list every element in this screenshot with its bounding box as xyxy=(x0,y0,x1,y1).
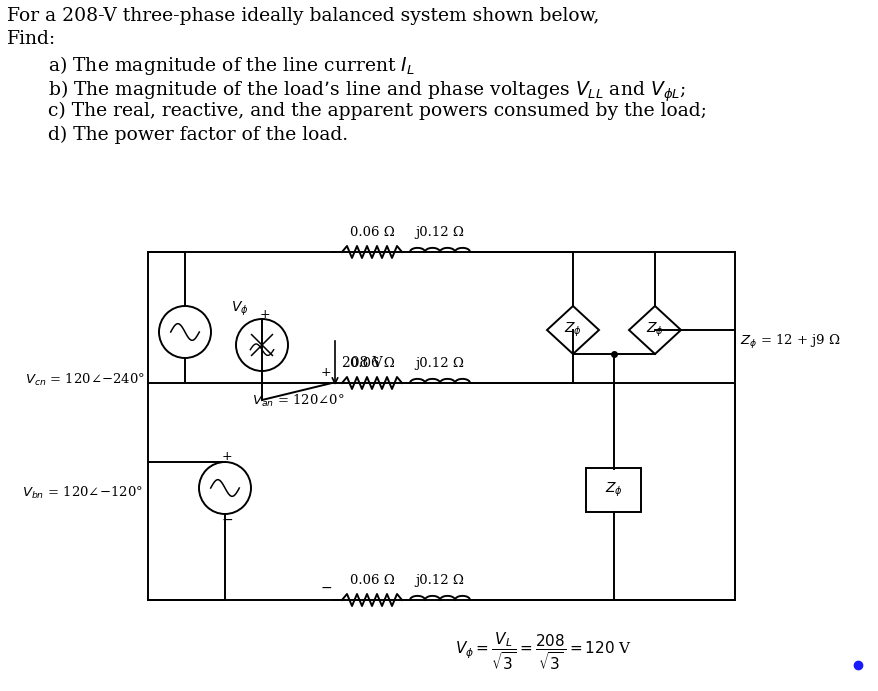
Text: $V_{cn}$ = 120∠−240°: $V_{cn}$ = 120∠−240° xyxy=(25,372,145,388)
Text: $V_\phi$: $V_\phi$ xyxy=(231,300,248,318)
Text: j0.12 Ω: j0.12 Ω xyxy=(415,226,464,239)
Text: j0.12 Ω: j0.12 Ω xyxy=(415,357,464,370)
Text: $Z_\phi$: $Z_\phi$ xyxy=(564,321,581,339)
Text: $Z_\phi$: $Z_\phi$ xyxy=(604,481,623,499)
Bar xyxy=(586,468,641,512)
Text: +: + xyxy=(259,308,270,321)
Text: 0.06 Ω: 0.06 Ω xyxy=(349,226,394,239)
Text: $V_{bn}$ = 120∠−120°: $V_{bn}$ = 120∠−120° xyxy=(22,485,143,501)
Text: 0.06 Ω: 0.06 Ω xyxy=(349,357,394,370)
Text: 208 V: 208 V xyxy=(342,356,382,370)
Text: Find:: Find: xyxy=(7,30,56,48)
Text: j0.12 Ω: j0.12 Ω xyxy=(415,574,464,587)
Text: For a 208-V three-phase ideally balanced system shown below,: For a 208-V three-phase ideally balanced… xyxy=(7,7,599,25)
Text: +: + xyxy=(320,366,331,379)
Text: $Z_\phi$ = 12 + j9 Ω: $Z_\phi$ = 12 + j9 Ω xyxy=(739,333,839,351)
Text: d) The power factor of the load.: d) The power factor of the load. xyxy=(48,126,348,144)
Text: $V_\phi = \dfrac{V_L}{\sqrt{3}} = \dfrac{208}{\sqrt{3}} = 120$ V: $V_\phi = \dfrac{V_L}{\sqrt{3}} = \dfrac… xyxy=(455,630,631,672)
Text: $Z_\phi$: $Z_\phi$ xyxy=(645,321,663,339)
Text: +: + xyxy=(221,450,232,462)
Text: c) The real, reactive, and the apparent powers consumed by the load;: c) The real, reactive, and the apparent … xyxy=(48,102,706,120)
Text: b) The magnitude of the load’s line and phase voltages $V_{LL}$ and $V_{\phi L}$: b) The magnitude of the load’s line and … xyxy=(48,78,685,104)
Text: 0.06 Ω: 0.06 Ω xyxy=(349,574,394,587)
Text: $V_{an}$ = 120∠0°: $V_{an}$ = 120∠0° xyxy=(252,393,344,409)
Text: −: − xyxy=(221,513,233,527)
Text: −: − xyxy=(320,581,331,595)
Text: a) The magnitude of the line current $I_L$: a) The magnitude of the line current $I_… xyxy=(48,54,414,77)
